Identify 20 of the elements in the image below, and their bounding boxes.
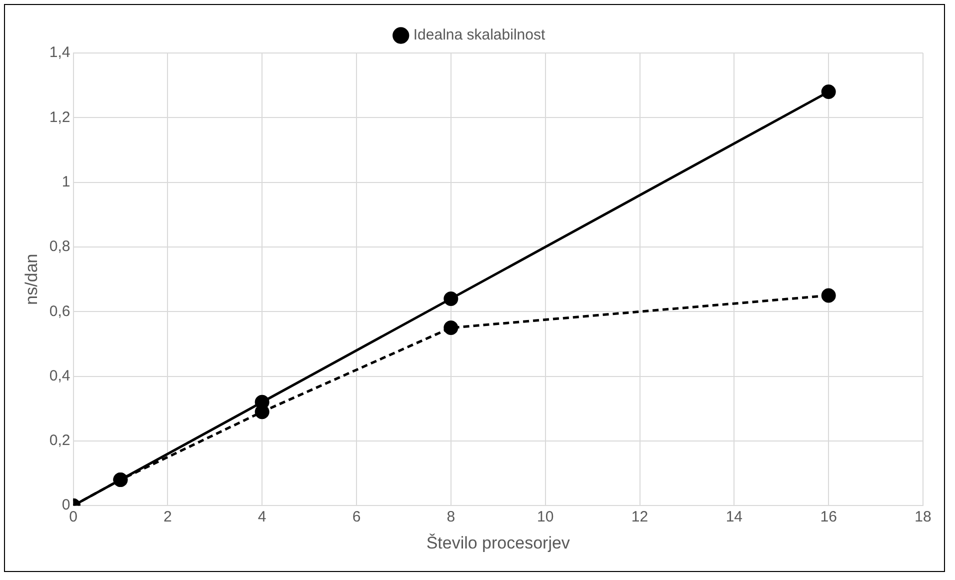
- x-tick-label: 2: [163, 508, 172, 526]
- legend-label: Idealna skalabilnost: [413, 26, 546, 44]
- x-tick-label: 14: [726, 508, 743, 526]
- y-tick-label: 1,2: [49, 108, 70, 126]
- y-axis-title: ns/dan: [22, 254, 41, 305]
- x-tick-label: 6: [352, 508, 361, 526]
- y-tick-label: 0,4: [49, 367, 70, 384]
- x-tick-label: 12: [631, 508, 648, 526]
- y-tick-label: 1,4: [49, 44, 70, 62]
- y-tick-label: 0,6: [49, 302, 70, 320]
- x-tick-label: 10: [536, 508, 554, 526]
- x-tick-label: 16: [820, 508, 837, 526]
- y-tick-label: 0,8: [49, 238, 70, 256]
- x-tick-label: 4: [258, 508, 266, 526]
- x-tick-label: 8: [446, 508, 456, 526]
- x-axis-title: Število procesorjev: [426, 533, 570, 552]
- y-tick-label: 1: [62, 173, 70, 190]
- x-tick-label: 18: [914, 508, 932, 526]
- y-tick-label: 0: [62, 496, 70, 514]
- y-tick-label: 0,2: [49, 432, 70, 450]
